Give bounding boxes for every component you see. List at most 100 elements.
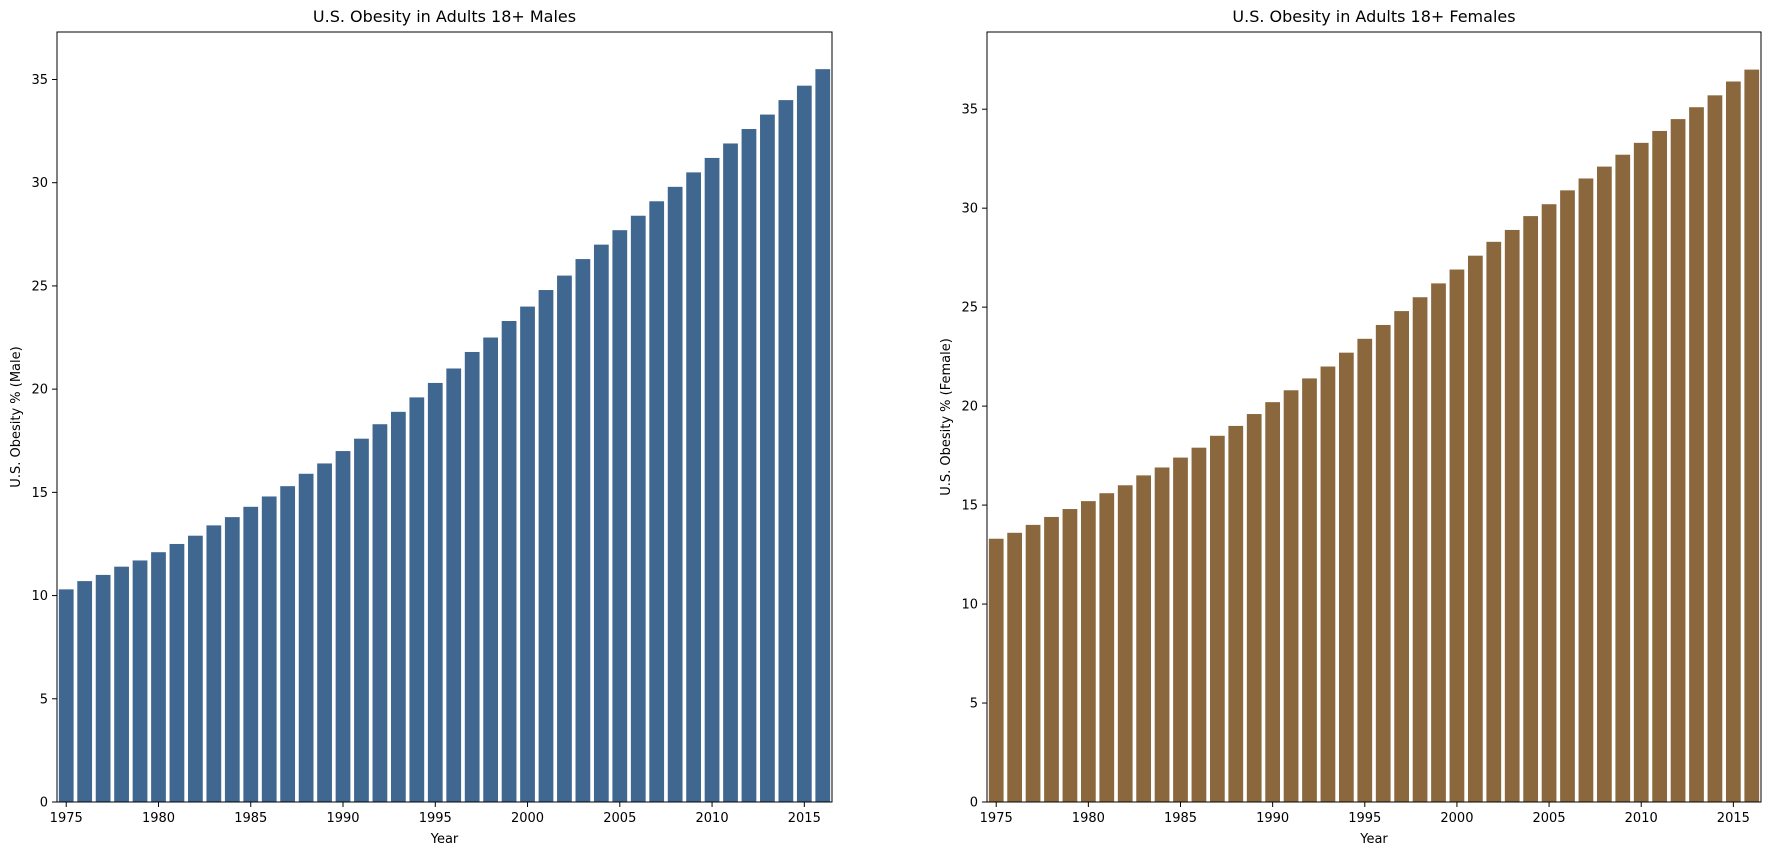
bar-1976 xyxy=(77,581,93,802)
bar-2003 xyxy=(575,259,591,803)
bar-1983 xyxy=(1136,475,1152,802)
bar-2007 xyxy=(649,201,665,802)
x-tick-label: 2010 xyxy=(1625,811,1658,826)
y-axis-label: U.S. Obesity % (Male) xyxy=(9,346,24,487)
bar-1995 xyxy=(427,382,443,802)
bar-2012 xyxy=(741,129,757,802)
x-tick-label: 1995 xyxy=(1348,811,1381,826)
plot-frame xyxy=(986,31,1762,803)
bar-1991 xyxy=(354,438,369,802)
bar-1993 xyxy=(1320,366,1336,802)
x-tick-label: 1975 xyxy=(50,811,83,826)
bar-2013 xyxy=(1689,107,1704,803)
x-tick-label: 2015 xyxy=(788,811,821,826)
bar-1985 xyxy=(1173,457,1188,802)
bar-2008 xyxy=(1596,166,1612,803)
bar-2001 xyxy=(538,290,554,802)
y-tick-label: 15 xyxy=(961,499,978,514)
x-tick-label: 1985 xyxy=(234,811,267,826)
bar-1990 xyxy=(1265,402,1281,802)
bar-1983 xyxy=(206,525,222,802)
bar-2003 xyxy=(1504,229,1520,802)
x-tick-label: 2005 xyxy=(603,811,636,826)
bar-2006 xyxy=(1560,190,1575,803)
x-axis-label: Year xyxy=(430,832,459,847)
bar-1989 xyxy=(317,463,332,802)
bar-1990 xyxy=(335,451,351,802)
chart-title: U.S. Obesity in Adults 18+ Males xyxy=(313,7,576,26)
bar-2006 xyxy=(630,215,646,803)
bar-1976 xyxy=(1007,532,1023,802)
bar-1979 xyxy=(1062,509,1078,802)
y-tick-label: 35 xyxy=(961,103,978,118)
bar-2002 xyxy=(557,275,572,803)
bar-1996 xyxy=(446,368,462,802)
bar-2002 xyxy=(1486,241,1502,802)
y-tick-label: 30 xyxy=(31,176,48,191)
bar-2011 xyxy=(723,143,738,803)
y-tick-label: 25 xyxy=(31,279,48,294)
bar-1979 xyxy=(132,560,148,802)
bar-2004 xyxy=(1523,216,1539,803)
x-tick-label: 1995 xyxy=(419,811,452,826)
bar-1999 xyxy=(501,321,517,802)
y-tick-label: 30 xyxy=(961,202,978,217)
bar-2001 xyxy=(1467,255,1483,802)
bar-1977 xyxy=(95,574,111,802)
bar-1988 xyxy=(1228,425,1244,802)
female-obesity-chart: U.S. Obesity in Adults 18+ Females Year … xyxy=(939,7,1762,847)
x-tick-label: 2000 xyxy=(1440,811,1473,826)
bar-2011 xyxy=(1652,130,1668,803)
bar-1986 xyxy=(1191,447,1207,802)
bar-1980 xyxy=(1080,501,1096,802)
bar-1980 xyxy=(151,552,166,802)
bar-2010 xyxy=(1633,142,1649,803)
bar-1994 xyxy=(409,397,425,802)
y-tick-label: 5 xyxy=(970,697,978,712)
bar-2004 xyxy=(593,244,609,802)
bar-2000 xyxy=(520,306,535,802)
bar-1978 xyxy=(114,566,129,802)
bar-2013 xyxy=(760,114,775,802)
x-tick-label: 2000 xyxy=(511,811,544,826)
bar-2016 xyxy=(815,69,831,802)
x-axis-label: Year xyxy=(1359,832,1388,847)
male-obesity-chart: U.S. Obesity in Adults 18+ Males Year U.… xyxy=(9,7,833,847)
bar-1993 xyxy=(390,411,406,802)
bar-1998 xyxy=(1412,297,1428,802)
bar-2000 xyxy=(1449,269,1465,802)
bar-1997 xyxy=(464,351,480,802)
bar-1998 xyxy=(483,337,499,802)
bar-1992 xyxy=(372,424,388,802)
y-axis-label: U.S. Obesity % (Female) xyxy=(939,338,954,496)
y-tick-label: 20 xyxy=(31,383,48,398)
bar-1985 xyxy=(243,506,259,802)
y-tick-label: 35 xyxy=(31,73,48,88)
y-tick-label: 25 xyxy=(961,301,978,316)
bar-1984 xyxy=(224,517,240,802)
bar-1977 xyxy=(1025,524,1041,802)
x-tick-label: 1990 xyxy=(326,811,359,826)
bar-1999 xyxy=(1431,283,1446,802)
bar-1996 xyxy=(1375,324,1391,802)
bar-2009 xyxy=(1615,154,1631,803)
bar-2005 xyxy=(1541,204,1557,802)
bar-1981 xyxy=(1099,493,1115,802)
bar-1986 xyxy=(261,496,277,802)
bar-1984 xyxy=(1154,467,1170,802)
bar-1997 xyxy=(1394,311,1410,802)
bar-2012 xyxy=(1670,119,1686,803)
bar-2007 xyxy=(1578,178,1594,803)
x-tick-label: 1985 xyxy=(1164,811,1197,826)
bar-1982 xyxy=(188,535,203,802)
y-tick-label: 0 xyxy=(40,796,48,811)
bar-1992 xyxy=(1302,378,1317,802)
bar-2014 xyxy=(1707,95,1723,803)
bar-1981 xyxy=(169,543,185,802)
y-tick-label: 10 xyxy=(961,598,978,613)
bar-1991 xyxy=(1283,390,1299,802)
y-tick-label: 0 xyxy=(970,796,978,811)
bar-1995 xyxy=(1357,338,1373,802)
x-tick-label: 1980 xyxy=(142,811,175,826)
bar-1975 xyxy=(988,538,1004,802)
